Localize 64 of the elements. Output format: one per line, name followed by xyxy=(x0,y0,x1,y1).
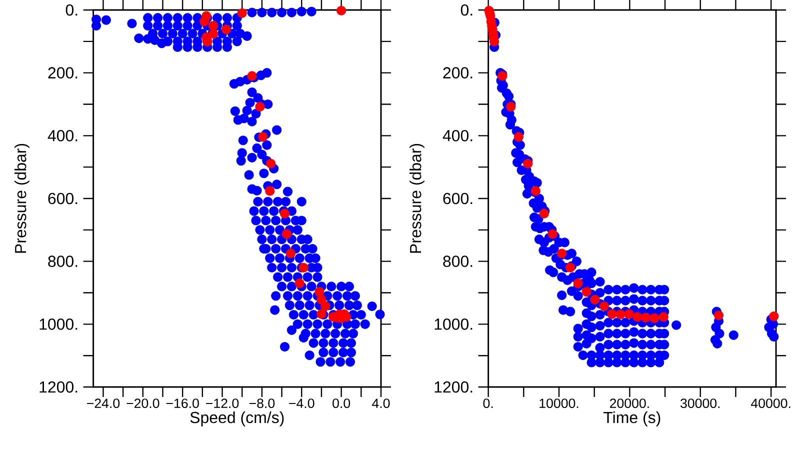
point xyxy=(714,310,724,320)
y-tick-label: 200. xyxy=(48,67,78,78)
x-tick-label: 10000. xyxy=(540,398,578,408)
y-tick-label: 800. xyxy=(48,256,78,267)
point xyxy=(616,310,626,320)
y-tick-label: 600. xyxy=(48,192,78,204)
x-axis-title: Time (s) xyxy=(603,411,660,426)
y-axis-title: Pressure (dbar) xyxy=(14,144,30,253)
point xyxy=(282,229,292,239)
point xyxy=(769,312,779,322)
x-tick-label: 20000. xyxy=(610,398,649,408)
point xyxy=(237,8,247,18)
y-tick-label: 1200. xyxy=(434,381,472,393)
x-tick-label: 40000. xyxy=(750,398,790,408)
point xyxy=(336,6,346,16)
point xyxy=(320,301,330,312)
y-tick-label: 1000. xyxy=(40,318,78,330)
point xyxy=(650,313,660,324)
point xyxy=(266,158,276,168)
point xyxy=(514,132,524,142)
x-tick-label: 30000. xyxy=(680,398,720,408)
y-tick-label: 1200. xyxy=(40,381,78,393)
point xyxy=(265,186,275,196)
point xyxy=(641,312,651,322)
point xyxy=(316,294,326,304)
x-tick-label: −4.0 xyxy=(289,398,314,408)
point xyxy=(590,294,600,304)
x-tick-label: 0.0 xyxy=(332,398,350,408)
point xyxy=(286,248,296,258)
x-tick-label: −24.0 xyxy=(86,398,120,408)
x-tick-label: 4.0 xyxy=(372,398,390,408)
point xyxy=(280,208,290,218)
point xyxy=(314,287,324,297)
x-tick-label: −12.0 xyxy=(206,398,239,408)
y-axis-title: Pressure (dbar) xyxy=(410,144,424,253)
point xyxy=(258,132,268,142)
point xyxy=(294,278,304,288)
point xyxy=(658,312,668,322)
y-tick-label: 1000. xyxy=(434,318,472,330)
y-tick-label: 400. xyxy=(48,130,78,142)
point xyxy=(208,20,218,31)
point xyxy=(624,309,634,319)
point xyxy=(607,309,617,319)
y-tick-label: 0. xyxy=(66,4,78,16)
y-tick-label: 600. xyxy=(443,192,472,204)
x-tick-label: −20.0 xyxy=(126,398,160,408)
x-tick-label: −8.0 xyxy=(249,398,275,408)
y-tick-label: 400. xyxy=(442,130,472,142)
point xyxy=(539,208,549,218)
point xyxy=(506,102,516,112)
y-tick-label: 200. xyxy=(443,67,472,78)
point xyxy=(523,158,533,168)
point xyxy=(221,24,232,34)
y-tick-label: 0. xyxy=(460,4,472,16)
x-tick-label: −16.0 xyxy=(166,398,199,408)
x-axis-title: Speed (cm/s) xyxy=(190,411,284,426)
point xyxy=(599,301,610,312)
point xyxy=(255,102,265,112)
point xyxy=(200,16,210,26)
y-tick-label: 800. xyxy=(443,256,472,267)
x-tick-label: 0. xyxy=(483,398,493,408)
point xyxy=(548,229,558,239)
point xyxy=(632,312,642,322)
point xyxy=(573,278,583,288)
